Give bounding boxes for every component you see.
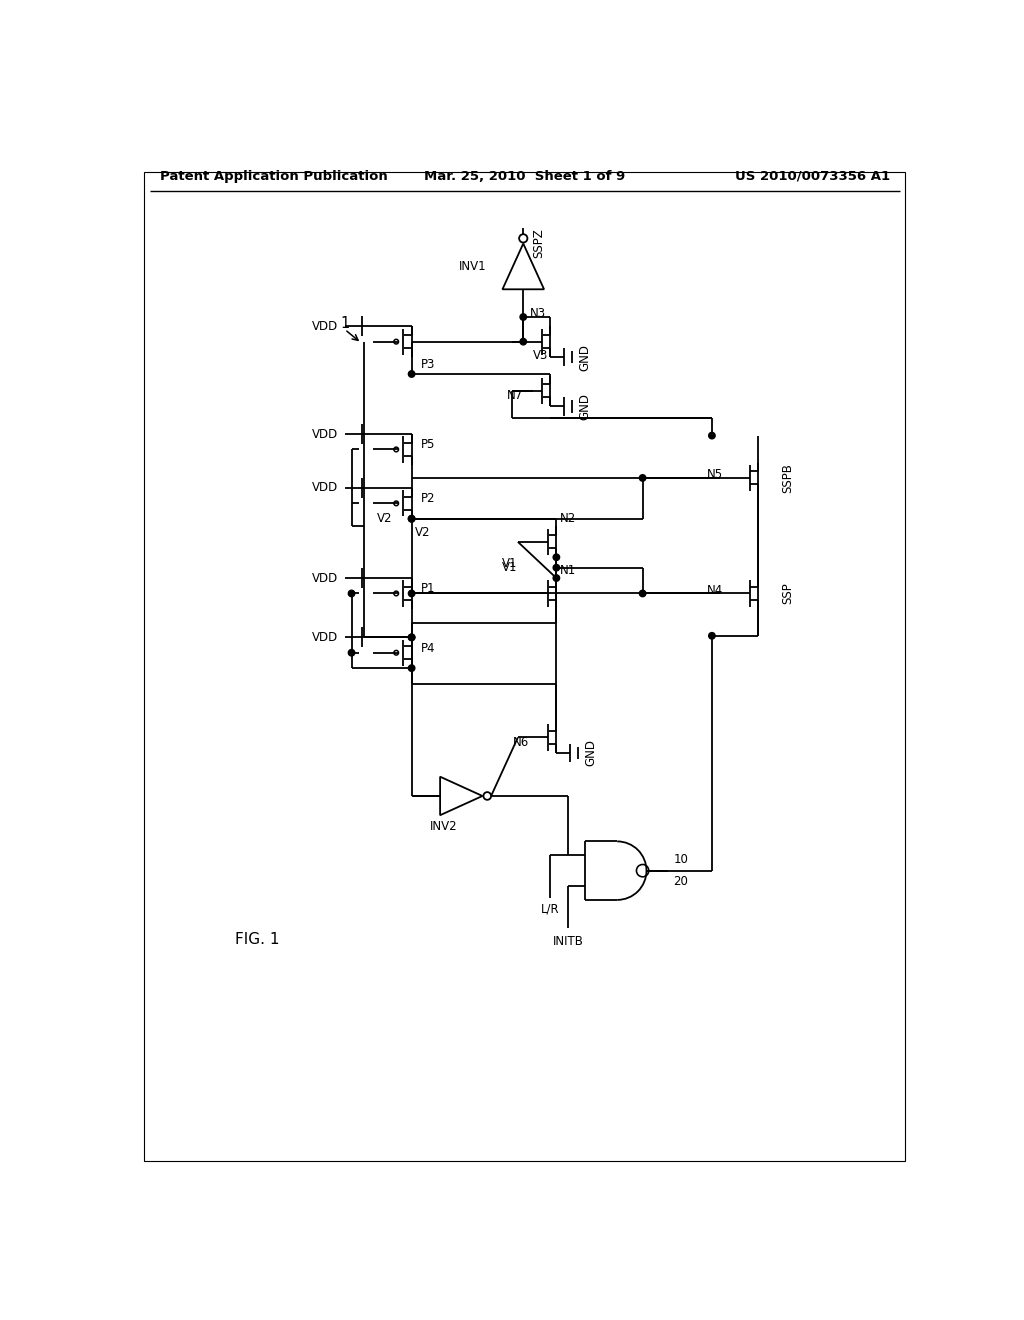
Text: V1: V1 (503, 561, 518, 574)
Text: N7: N7 (507, 389, 523, 403)
Text: Patent Application Publication: Patent Application Publication (160, 169, 387, 182)
Text: 10: 10 (674, 853, 688, 866)
Circle shape (348, 590, 354, 597)
Text: N1: N1 (559, 564, 575, 577)
Circle shape (409, 634, 415, 640)
Text: P4: P4 (421, 642, 435, 655)
Text: SSPB: SSPB (781, 463, 794, 492)
Text: VDD: VDD (312, 572, 339, 585)
Text: VDD: VDD (312, 319, 339, 333)
Text: V2: V2 (415, 527, 430, 539)
Text: P3: P3 (421, 358, 435, 371)
Circle shape (409, 371, 415, 378)
Circle shape (409, 516, 415, 521)
Text: V1: V1 (503, 557, 518, 570)
Text: 20: 20 (674, 875, 688, 888)
Circle shape (409, 590, 415, 597)
Text: VDD: VDD (312, 631, 339, 644)
Text: N3: N3 (530, 308, 547, 321)
Circle shape (348, 649, 354, 656)
Text: N6: N6 (513, 735, 529, 748)
Text: N5: N5 (708, 469, 724, 482)
Circle shape (520, 314, 526, 321)
Text: V2: V2 (377, 512, 392, 525)
Circle shape (553, 574, 559, 581)
Text: P2: P2 (421, 492, 435, 506)
Text: N2: N2 (559, 512, 575, 525)
Circle shape (409, 665, 415, 672)
Text: 1: 1 (340, 317, 349, 331)
Circle shape (409, 634, 415, 640)
Circle shape (520, 338, 526, 345)
Text: INITB: INITB (553, 935, 584, 948)
Text: FIG. 1: FIG. 1 (234, 932, 279, 948)
Text: VDD: VDD (312, 482, 339, 495)
Text: P5: P5 (421, 438, 435, 451)
Circle shape (709, 632, 715, 639)
Circle shape (553, 565, 559, 570)
Text: GND: GND (585, 739, 598, 767)
Text: SSPZ: SSPZ (532, 228, 546, 257)
Text: V3: V3 (532, 348, 548, 362)
Circle shape (639, 475, 646, 482)
Circle shape (553, 554, 559, 561)
Text: P1: P1 (421, 582, 435, 595)
Text: INV1: INV1 (459, 260, 486, 273)
Text: INV2: INV2 (430, 820, 458, 833)
Circle shape (709, 433, 715, 438)
Text: US 2010/0073356 A1: US 2010/0073356 A1 (734, 169, 890, 182)
Text: VDD: VDD (312, 428, 339, 441)
Circle shape (639, 590, 646, 597)
Text: N4: N4 (708, 583, 724, 597)
Text: GND: GND (579, 393, 592, 420)
Text: GND: GND (579, 343, 592, 371)
Text: SSP: SSP (781, 582, 794, 605)
Circle shape (409, 516, 415, 521)
Text: Mar. 25, 2010  Sheet 1 of 9: Mar. 25, 2010 Sheet 1 of 9 (424, 169, 626, 182)
Text: L/R: L/R (541, 903, 559, 916)
